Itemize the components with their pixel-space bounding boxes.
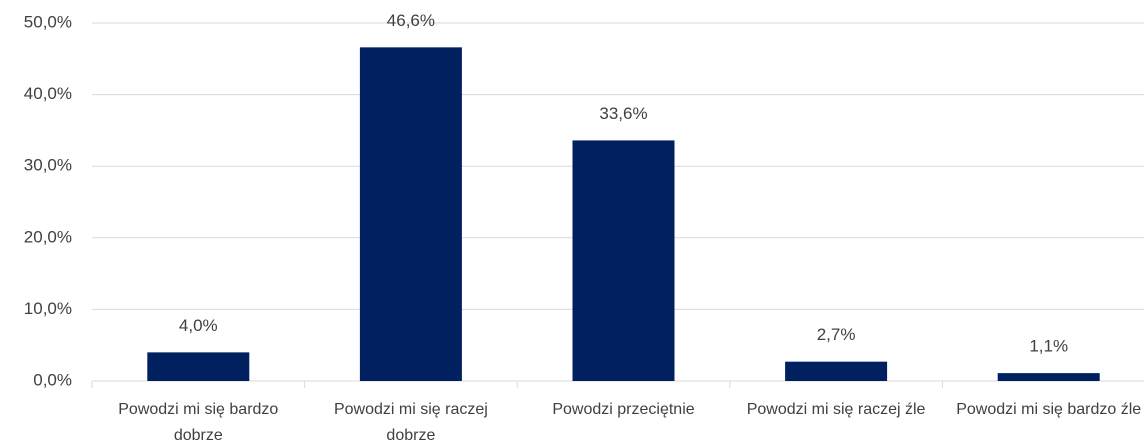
y-tick-label: 40,0% bbox=[24, 84, 72, 103]
x-tick-label: Powodzi mi się raczej źle bbox=[746, 401, 926, 418]
data-label: 46,6% bbox=[387, 11, 435, 30]
x-tick-label: Powodzi mi się bardzo dobrze bbox=[118, 401, 279, 444]
y-tick-label: 20,0% bbox=[24, 227, 72, 246]
bar bbox=[359, 47, 462, 382]
y-tick-label: 50,0% bbox=[24, 12, 72, 31]
bar bbox=[572, 140, 675, 381]
y-tick-label: 0,0% bbox=[33, 370, 72, 389]
bar bbox=[785, 361, 888, 381]
data-label: 1,1% bbox=[1029, 337, 1068, 356]
data-label: 2,7% bbox=[817, 325, 856, 344]
x-tick-label: Powodzi przeciętnie bbox=[552, 401, 695, 418]
x-tick-label: Powodzi mi się bardzo źle bbox=[956, 401, 1142, 418]
bar bbox=[997, 373, 1100, 381]
x-tick-label: Powodzi mi się raczej dobrze bbox=[333, 401, 488, 444]
y-tick-label: 30,0% bbox=[24, 156, 72, 175]
data-label: 33,6% bbox=[599, 104, 647, 123]
y-tick-label: 10,0% bbox=[24, 299, 72, 318]
bar bbox=[147, 352, 250, 381]
data-label: 4,0% bbox=[179, 316, 218, 335]
